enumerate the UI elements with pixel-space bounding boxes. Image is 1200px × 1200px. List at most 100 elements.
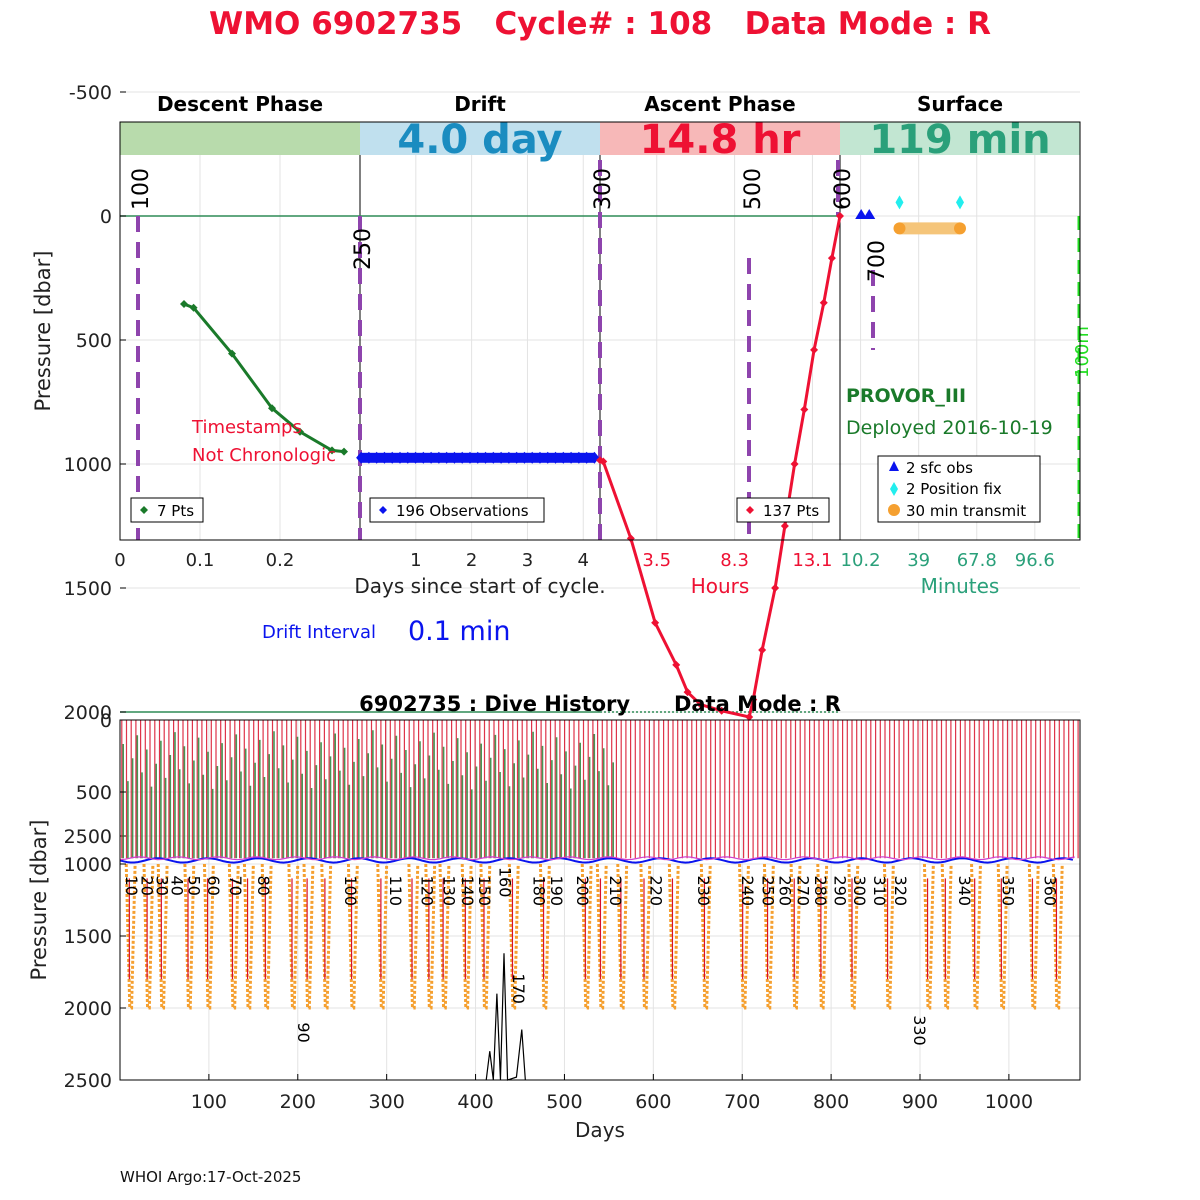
cycle-label: 260: [776, 876, 795, 907]
transmit-point: [954, 222, 966, 235]
history-ascent-profile: [227, 863, 240, 1010]
history-ascent-profile: [460, 863, 473, 1010]
cycle-label: 360: [1040, 876, 1059, 907]
x-tick-label: 8.3: [720, 550, 749, 571]
cycle-label: 320: [891, 876, 910, 907]
cycle-label: 270: [793, 876, 812, 907]
cycle-label: 20: [137, 876, 156, 896]
history-ascent-profile: [260, 863, 273, 1010]
cycle-label: 30: [152, 876, 171, 896]
x-tick-label: 1: [410, 550, 421, 571]
phase-duration: 119 min: [869, 117, 1050, 163]
y-tick-label: 0: [100, 710, 112, 732]
float-type-label: PROVOR_III: [846, 385, 966, 407]
descent-point: [268, 404, 276, 413]
cycle-label: 120: [417, 876, 436, 907]
history-ascent-profile: [789, 863, 802, 1010]
drift-point: [410, 451, 421, 464]
cycle-label: 170: [509, 973, 528, 1004]
history-ascent-profile: [996, 863, 1009, 1010]
sfc-obs-marker: [863, 209, 876, 219]
x-tick-label: 13.1: [792, 550, 832, 571]
cycle-label: 150: [475, 876, 494, 907]
phase-band: [360, 122, 600, 155]
drift-point: [496, 451, 507, 464]
drift-legend-icon: [379, 506, 387, 514]
x-tick-label: 39: [907, 550, 930, 571]
phase-marker-label: 100: [129, 168, 154, 210]
ascent-point: [810, 345, 819, 354]
y-tick-label: 0: [100, 206, 112, 228]
drift-point: [550, 451, 561, 464]
legend-transmit-label: 30 min transmit: [906, 502, 1026, 520]
drift-point: [433, 451, 444, 464]
drift-point: [363, 451, 374, 464]
legend-position-fix-icon: [890, 482, 898, 496]
x-tick-label: 500: [546, 1091, 582, 1113]
history-ascent-profile: [479, 863, 492, 1010]
ascent-point: [672, 660, 681, 669]
cycle-label: 280: [811, 876, 830, 907]
cycle-label: 350: [999, 876, 1018, 907]
drift-point: [573, 451, 584, 464]
history-ascent-profile: [124, 863, 137, 1010]
drift-point: [581, 451, 592, 464]
drift-point: [558, 451, 569, 464]
transmit-point: [893, 222, 906, 235]
cycle-label: 190: [547, 876, 566, 907]
ascent-legend-icon: [746, 506, 754, 514]
ascent-point: [771, 584, 780, 592]
descent-legend-label: 7 Pts: [157, 502, 194, 520]
x-tick-label: 4: [578, 550, 589, 571]
history-ascent-profile: [595, 863, 608, 1010]
drift-point: [527, 451, 538, 464]
history-ascent-profile: [816, 863, 829, 1010]
x-tick-label: 1000: [985, 1091, 1033, 1113]
cycle-label: 100: [341, 876, 360, 907]
drift-point: [464, 451, 475, 464]
history-ascent-profile: [639, 863, 652, 1010]
history-ascent-profile: [1051, 863, 1064, 1010]
history-ascent-profile: [538, 863, 551, 1010]
cycle-label: 340: [955, 876, 974, 907]
x-tick-label: 200: [280, 1091, 316, 1113]
descent-point: [228, 349, 236, 358]
history-descent-series: [122, 730, 614, 859]
y-axis-label: Pressure [dbar]: [27, 820, 51, 981]
ascent-point: [749, 695, 758, 704]
y-tick-label: 1000: [64, 454, 112, 476]
ascent-point: [836, 212, 844, 220]
cycle-label: 90: [294, 1022, 313, 1042]
deployed-label: Deployed 2016-10-19: [846, 417, 1053, 439]
drift-point: [457, 451, 468, 464]
descent-point: [340, 447, 348, 456]
phase-band: [840, 122, 1080, 155]
cycle-label: 180: [529, 876, 548, 907]
history-ascent-profile: [320, 863, 333, 1010]
ascent-point: [790, 460, 799, 468]
cycle-label: 210: [606, 876, 625, 907]
x-tick-label: 3.5: [642, 550, 671, 571]
x-tick-label: 600: [635, 1091, 671, 1113]
cycle-label: 40: [168, 876, 187, 896]
x-tick-label: 0: [114, 550, 125, 571]
cycle-label: 310: [870, 876, 889, 907]
legend-transmit-icon: [888, 504, 900, 516]
y-tick-label: 2500: [64, 826, 112, 848]
x-tick-label: 800: [813, 1091, 849, 1113]
drift-point: [534, 451, 545, 464]
drift-point: [418, 451, 429, 464]
drift-point: [395, 451, 405, 464]
descent-point: [180, 300, 188, 309]
drift-point: [511, 451, 522, 464]
x-tick-label: 900: [902, 1091, 938, 1113]
history-ascent-profile: [346, 863, 359, 1010]
descent-point: [328, 446, 336, 455]
drift-point: [356, 451, 367, 464]
ascent-point: [717, 706, 726, 715]
history-ascent-profile: [302, 863, 315, 1010]
cycle-label: 50: [184, 876, 203, 896]
y-tick-label: 1500: [64, 578, 112, 600]
